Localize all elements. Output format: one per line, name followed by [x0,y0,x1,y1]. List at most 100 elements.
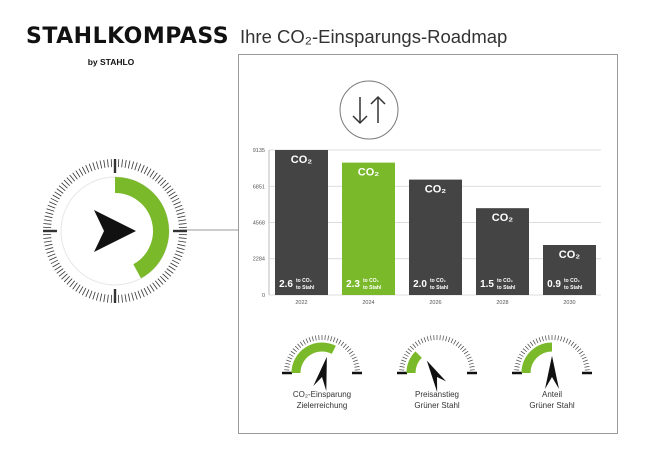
compass-tick [52,262,60,268]
gauge-tick [517,356,523,360]
compass-tick [124,294,127,303]
gauge-label-co2-line1: CO₂-Einsparung [292,390,352,399]
compass-tick [143,287,149,296]
chart-bar [409,179,462,295]
compass-tick [43,223,52,225]
bar-value-label: 0.9 [547,279,561,290]
compass-tick [162,273,169,280]
gauge-label-co2-line2: Zielerreichung [296,401,348,410]
y-tick-label: 2284 [253,257,265,263]
gauge-tick [347,348,352,353]
gauge-tick [445,336,448,342]
compass-tick [134,291,138,300]
gauge-tick [570,341,575,347]
gauge-tick [581,356,587,360]
bar-co2-label: CO₂ [291,154,313,166]
gauge-tick [430,335,432,341]
compass-tick [178,237,187,239]
compass-tick [52,194,60,200]
gauge-tick [447,337,451,343]
gauge-tick [469,366,475,368]
gauge-tick [462,348,467,353]
compass-tick [152,172,158,180]
gauge-tick [299,341,304,347]
gauge-label-share-line2: Grüner Stahl [529,401,575,410]
compass-tick [154,280,161,288]
gauge-tick [560,336,563,342]
chart-bar [543,245,596,295]
x-tick-label: 2024 [362,300,374,306]
compass-tick [50,259,59,265]
gauge-tick [311,336,314,342]
bar-co2-label: CO₂ [425,184,447,196]
gauge-tick [400,362,406,365]
gauge-tick [460,345,465,350]
gauge-tick [403,353,409,357]
gauge-tick [335,338,339,344]
compass-tick [134,162,138,171]
y-tick-label: 9135 [253,148,265,154]
compass-tick [58,185,66,192]
small-gauge [512,335,592,389]
compass-tick [159,275,167,283]
compass-tick [50,197,59,203]
compass-tick [173,201,181,206]
compass-tick [149,284,155,292]
compass-tick [107,159,109,168]
compass-tick [78,168,84,176]
compass-tick [131,161,135,170]
gauge-tick [340,341,345,347]
bar-unit-line2: to Stahl [363,285,382,291]
small-gauges [282,335,592,393]
gauge-tick [516,359,522,363]
gauge-tick [529,341,534,347]
gauge-tick [535,338,539,344]
bar-value-label: 2.3 [346,279,360,290]
compass-tick [81,166,87,175]
x-tick-label: 2030 [563,300,575,306]
bar-unit-line1: to CO₂ [497,278,513,284]
gauge-tick [582,359,588,363]
compass-tick [66,177,73,184]
compass-tick [131,292,135,301]
compass-needle-icon [94,210,136,252]
compass-tick [99,160,103,169]
bar-unit-line2: to Stahl [430,285,449,291]
bar-value-label: 2.0 [413,279,427,290]
gauge-tick [332,337,336,343]
gauge-tick [305,338,309,344]
compass-tick [44,215,53,219]
gauge-tick [515,362,521,365]
gauge-tick [354,366,360,368]
down-up-arrows-icon [339,80,399,140]
compass-tick [54,191,62,197]
y-tick-label: 4568 [253,220,265,226]
compass-tick [61,273,68,280]
gauge-tick [426,336,429,342]
gauge-tick [315,335,317,341]
compass-tick [107,294,109,303]
gauge-tick [518,353,524,357]
gauge-tick [465,353,471,357]
compass-tick [162,182,169,189]
compass-tick [81,287,87,296]
gauge-tick [520,350,526,355]
compass-tick [177,215,186,219]
gauge-tick [466,356,472,360]
gauge-label-share: Anteil Grüner Stahl [497,389,607,411]
gauge-tick [338,339,342,345]
gauge-tick [423,337,427,343]
compass-tick [61,182,68,189]
chart-bar [275,150,328,295]
gauge-tick [562,337,566,343]
y-tick-label: 6851 [253,184,265,190]
compass-tick [85,289,90,297]
compass-tick [66,278,73,285]
gauge-tick [453,339,457,345]
compass-tick [46,250,55,254]
compass-tick [95,292,99,301]
gauge-tick [467,359,473,363]
gauge-label-price: Preisanstieg Grüner Stahl [382,389,492,411]
gauge-tick [297,343,302,348]
gauge-tick [294,345,299,350]
